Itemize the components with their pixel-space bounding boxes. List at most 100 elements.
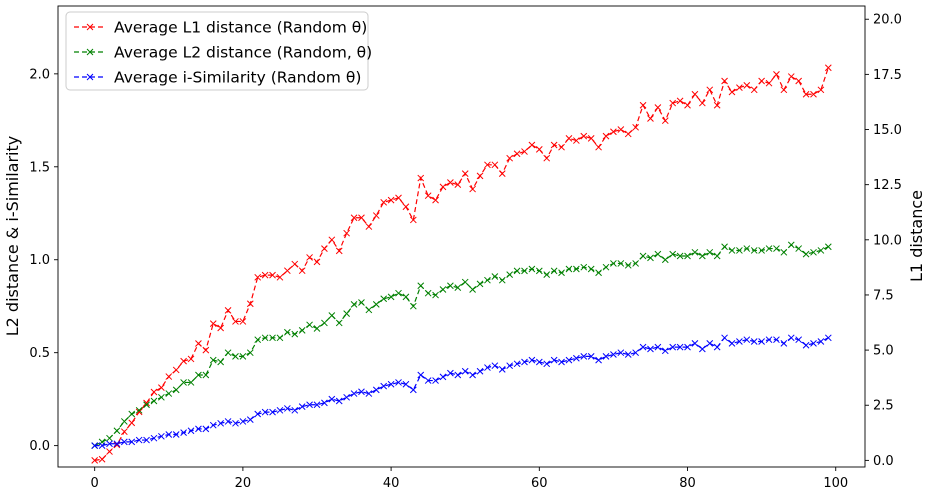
data-point	[372, 386, 380, 394]
data-point	[810, 248, 817, 256]
data-point	[743, 245, 751, 252]
data-point	[106, 434, 113, 442]
data-point	[550, 267, 558, 275]
data-point	[795, 336, 803, 344]
legend-label: Average L2 distance (Random, θ)	[114, 44, 372, 62]
data-point	[632, 260, 639, 267]
data-point	[350, 300, 358, 308]
data-point	[424, 192, 432, 200]
data-point	[691, 340, 699, 347]
data-point	[676, 97, 684, 105]
data-point	[624, 261, 632, 269]
data-point	[565, 265, 573, 273]
right-tick-label: 0.0	[873, 454, 894, 469]
data-point	[661, 347, 669, 355]
data-point	[284, 405, 291, 412]
series-2	[91, 334, 832, 449]
data-point	[669, 250, 677, 258]
data-point	[787, 73, 795, 80]
data-point	[721, 334, 728, 342]
data-point	[106, 448, 113, 455]
data-point	[802, 90, 810, 98]
data-point	[573, 265, 580, 273]
data-point	[521, 148, 528, 155]
data-point	[565, 134, 573, 142]
left-tick-label: 0.5	[29, 346, 50, 361]
data-point	[647, 254, 654, 262]
data-point	[447, 179, 454, 186]
data-point	[298, 403, 306, 410]
data-point	[736, 247, 743, 254]
data-point	[802, 341, 810, 349]
data-point	[328, 395, 336, 403]
data-point	[239, 418, 247, 425]
data-point	[795, 245, 803, 252]
legend-label: Average i-Similarity (Random θ)	[114, 69, 361, 87]
x-tick-label: 40	[383, 476, 400, 491]
data-point	[728, 247, 736, 254]
data-point	[158, 432, 165, 440]
data-point	[195, 371, 202, 379]
data-point	[284, 267, 291, 275]
data-point	[180, 379, 187, 386]
right-tick-label: 5.0	[873, 344, 894, 359]
data-point	[824, 243, 832, 251]
data-point	[128, 410, 136, 418]
data-point	[217, 419, 225, 427]
data-point	[172, 431, 180, 438]
data-point	[528, 356, 536, 364]
data-point	[417, 282, 425, 290]
data-point	[261, 334, 269, 342]
x-tick-label: 60	[531, 476, 548, 491]
data-point	[276, 334, 284, 342]
data-point	[506, 271, 514, 278]
data-point	[135, 408, 143, 416]
data-point	[639, 101, 647, 109]
data-point	[150, 397, 158, 405]
data-point	[624, 130, 632, 138]
data-point	[654, 104, 662, 111]
data-point	[128, 419, 136, 427]
x-tick-label: 20	[235, 476, 252, 491]
data-point	[172, 366, 180, 374]
data-point	[239, 353, 247, 360]
data-point	[217, 358, 225, 366]
data-point	[246, 416, 254, 423]
data-point	[469, 185, 476, 193]
data-point	[395, 194, 402, 202]
data-point	[239, 318, 247, 325]
data-point	[313, 325, 321, 332]
data-point	[780, 86, 788, 94]
data-point	[610, 260, 617, 267]
data-point	[328, 312, 336, 319]
data-point	[98, 455, 106, 463]
legend-label: Average L1 distance (Random θ)	[114, 19, 367, 37]
data-point	[306, 321, 313, 329]
series-layer	[91, 64, 832, 464]
data-point	[424, 289, 432, 297]
data-point	[209, 421, 217, 429]
data-point	[676, 343, 684, 351]
data-point	[358, 214, 365, 222]
data-point	[217, 324, 225, 332]
data-point	[143, 436, 150, 444]
data-point	[439, 286, 447, 293]
data-point	[750, 86, 758, 94]
data-point	[358, 299, 365, 306]
data-point	[565, 356, 573, 364]
data-point	[335, 397, 343, 405]
data-point	[802, 250, 810, 258]
data-point	[580, 263, 588, 271]
data-point	[291, 260, 299, 268]
data-point	[684, 343, 691, 351]
data-point	[395, 289, 402, 297]
data-point	[491, 273, 499, 280]
data-point	[284, 328, 291, 336]
data-point	[343, 310, 350, 317]
data-point	[624, 351, 632, 358]
data-point	[743, 82, 751, 89]
data-point	[550, 141, 558, 149]
data-point	[610, 351, 617, 358]
right-tick-label: 2.5	[873, 399, 894, 414]
